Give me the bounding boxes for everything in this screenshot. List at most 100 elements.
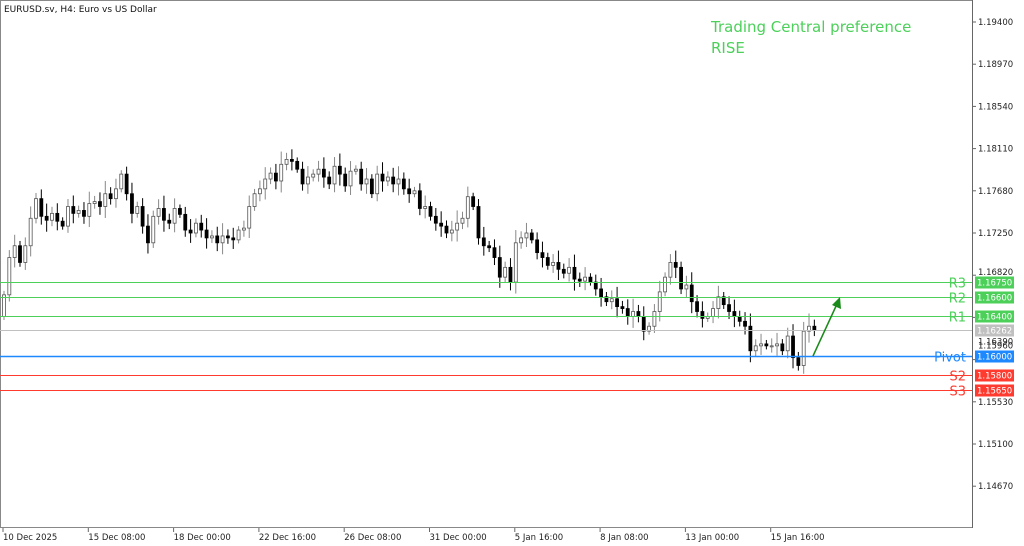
price-badge: 1.16400 bbox=[975, 310, 1014, 323]
bull-candle-body bbox=[242, 227, 246, 231]
candle bbox=[305, 166, 310, 194]
candle bbox=[433, 207, 438, 231]
bull-candle-body bbox=[460, 217, 465, 224]
x-tick-label: 18 Dec 00:00 bbox=[174, 533, 231, 543]
y-tick-label: 1.14670 bbox=[978, 482, 1013, 492]
candle bbox=[321, 157, 326, 188]
candle bbox=[146, 214, 150, 254]
bull-candle-body bbox=[28, 217, 33, 247]
x-tick-label: 15 Dec 08:00 bbox=[88, 533, 145, 543]
bear-candle-body bbox=[636, 311, 641, 317]
bull-candle-body bbox=[513, 242, 518, 283]
x-tick-label: 5 Jan 16:00 bbox=[515, 533, 563, 543]
bear-candle-body bbox=[689, 284, 694, 303]
bear-candle-body bbox=[188, 229, 193, 234]
candle bbox=[471, 192, 476, 211]
bull-candle-body bbox=[412, 190, 417, 195]
bear-candle-body bbox=[215, 235, 220, 244]
bear-candle-body bbox=[327, 176, 332, 185]
bull-candle-body bbox=[753, 345, 758, 352]
candle bbox=[194, 218, 198, 238]
bear-candle-body bbox=[140, 206, 145, 227]
bear-candle-body bbox=[231, 237, 236, 241]
bear-candle-body bbox=[300, 168, 305, 185]
bull-candle-body bbox=[769, 345, 774, 348]
x-tick-label: 8 Jan 08:00 bbox=[600, 533, 648, 543]
candle bbox=[407, 178, 412, 203]
price-badge-value: 1.16600 bbox=[977, 294, 1012, 304]
candle bbox=[343, 167, 348, 192]
bull-candle-body bbox=[785, 335, 790, 352]
bear-candle-body bbox=[796, 357, 801, 366]
bear-candle-body bbox=[476, 206, 481, 239]
candle bbox=[167, 213, 172, 230]
candle bbox=[236, 226, 241, 244]
bull-candle-body bbox=[449, 229, 454, 234]
level-label: Pivot bbox=[934, 351, 966, 366]
candle bbox=[380, 162, 385, 192]
bull-candle-body bbox=[114, 188, 118, 200]
bull-candle-body bbox=[103, 193, 108, 207]
chart-title: EURUSD.sv, H4: Euro vs US Dollar bbox=[4, 5, 157, 15]
price-badge-value: 1.16000 bbox=[977, 353, 1012, 363]
bull-candle-body bbox=[652, 311, 657, 327]
bear-candle-body bbox=[556, 262, 561, 270]
bear-candle-body bbox=[481, 237, 486, 247]
bull-candle-body bbox=[807, 325, 811, 332]
bear-candle-body bbox=[497, 257, 502, 278]
bull-candle-body bbox=[172, 208, 177, 224]
level-label: S3 bbox=[949, 385, 966, 400]
price-badge-value: 1.16400 bbox=[977, 313, 1012, 323]
bear-candle-body bbox=[295, 160, 300, 170]
bear-candle-body bbox=[407, 188, 412, 195]
candle bbox=[524, 222, 529, 248]
y-tick-label: 1.15100 bbox=[978, 440, 1013, 450]
candle bbox=[375, 165, 380, 202]
bull-candle-body bbox=[305, 176, 310, 185]
candle bbox=[183, 206, 188, 237]
bear-candle-body bbox=[540, 252, 545, 258]
candle bbox=[199, 214, 204, 238]
bear-candle-body bbox=[343, 173, 348, 187]
bear-candle-body bbox=[487, 245, 492, 249]
y-tick-label: 1.18110 bbox=[978, 145, 1013, 155]
bull-candle-body bbox=[66, 206, 70, 227]
candle bbox=[561, 263, 566, 279]
candle bbox=[497, 245, 502, 288]
bull-candle-body bbox=[316, 168, 321, 175]
candle bbox=[753, 339, 758, 357]
candle bbox=[775, 332, 779, 356]
bull-candle-body bbox=[364, 178, 369, 185]
bull-candle-body bbox=[684, 284, 689, 290]
bull-candle-body bbox=[268, 172, 273, 180]
candle bbox=[327, 171, 332, 190]
candle bbox=[401, 172, 406, 195]
bull-candle-body bbox=[263, 178, 268, 190]
candle bbox=[140, 198, 145, 234]
candle bbox=[572, 254, 577, 291]
candle bbox=[114, 178, 118, 208]
candle bbox=[316, 160, 321, 182]
bear-candle-body bbox=[529, 232, 534, 241]
y-tick-label: 1.18970 bbox=[978, 60, 1013, 70]
y-tick-label: 1.15960 bbox=[978, 342, 1013, 352]
bear-candle-body bbox=[577, 278, 582, 282]
bear-candle-body bbox=[82, 210, 86, 217]
candle bbox=[604, 291, 609, 307]
candle bbox=[92, 195, 97, 209]
candle bbox=[44, 203, 49, 232]
bull-candle-body bbox=[716, 296, 721, 309]
candle bbox=[284, 152, 289, 171]
candle bbox=[785, 327, 790, 359]
candle bbox=[337, 153, 342, 186]
candle bbox=[124, 166, 129, 201]
bear-candle-body bbox=[369, 178, 374, 195]
level-label: R1 bbox=[949, 311, 966, 326]
bull-candle-body bbox=[609, 298, 614, 303]
bull-candle-body bbox=[156, 208, 161, 217]
bear-candle-body bbox=[60, 220, 65, 227]
candle bbox=[369, 174, 374, 199]
candle bbox=[759, 333, 763, 355]
candle bbox=[689, 272, 694, 314]
